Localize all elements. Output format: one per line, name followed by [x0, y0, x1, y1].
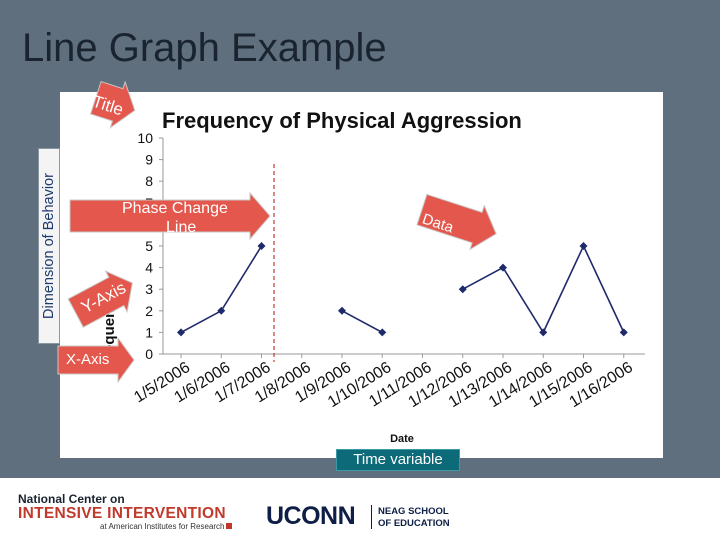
phase-change-label-2: Line	[166, 219, 197, 232]
uconn-logo: UCONN	[266, 502, 356, 530]
neag-logo-line2: OF EDUCATION	[378, 518, 450, 529]
dimension-label-box	[38, 148, 60, 344]
y-tick-label: 0	[145, 346, 153, 362]
time-variable-box	[336, 449, 460, 471]
y-tick-label: 5	[145, 238, 153, 254]
series-line	[341, 310, 383, 334]
data-point	[499, 263, 507, 272]
data-point	[619, 328, 628, 337]
nci-logo-line3: at American Institutes for Research	[100, 522, 225, 531]
data-point	[217, 306, 226, 315]
nci-logo-line1: National Center on	[18, 492, 125, 506]
data-point	[378, 328, 387, 337]
x-axis-arrow	[57, 336, 135, 384]
data-point-arrow	[416, 193, 497, 251]
line-chart: Frequency of Physical Aggression Frequen…	[101, 108, 645, 445]
chart-title: Frequency of Physical Aggression	[162, 108, 522, 133]
y-tick-label: 2	[145, 303, 153, 319]
y-tick-label: 8	[145, 173, 153, 189]
y-tick-label: 1	[145, 324, 153, 340]
y-tick-label: 10	[137, 130, 153, 146]
phase-change-arrow	[69, 191, 271, 241]
time-variable-label: Time variable	[353, 451, 443, 468]
phase-change-label-1: Phase Change	[122, 200, 228, 217]
nci-logo-line2: INTENSIVE INTERVENTION	[18, 505, 226, 522]
title-arrow	[89, 80, 136, 129]
nci-logo-mark	[226, 523, 232, 529]
y-axis-arrow	[67, 270, 133, 328]
data-point	[579, 242, 588, 250]
x-axis-label: Date	[390, 433, 414, 445]
logo-divider	[371, 505, 372, 529]
slide-title: Line Graph Example	[22, 26, 387, 70]
x-axis-arrow-label: X-Axis	[66, 351, 110, 368]
y-tick-label: 4	[145, 260, 153, 276]
data-point	[458, 285, 467, 294]
data-point	[177, 328, 185, 337]
y-tick-label: 3	[145, 281, 153, 297]
data-point	[338, 306, 346, 315]
data-point	[539, 328, 548, 337]
chart-panel: Frequency of Physical Aggression Frequen…	[60, 92, 663, 458]
footer	[0, 478, 720, 540]
data-point	[257, 242, 266, 250]
y-tick-label: 9	[145, 152, 153, 168]
neag-logo-line1: NEAG SCHOOL	[378, 506, 449, 517]
